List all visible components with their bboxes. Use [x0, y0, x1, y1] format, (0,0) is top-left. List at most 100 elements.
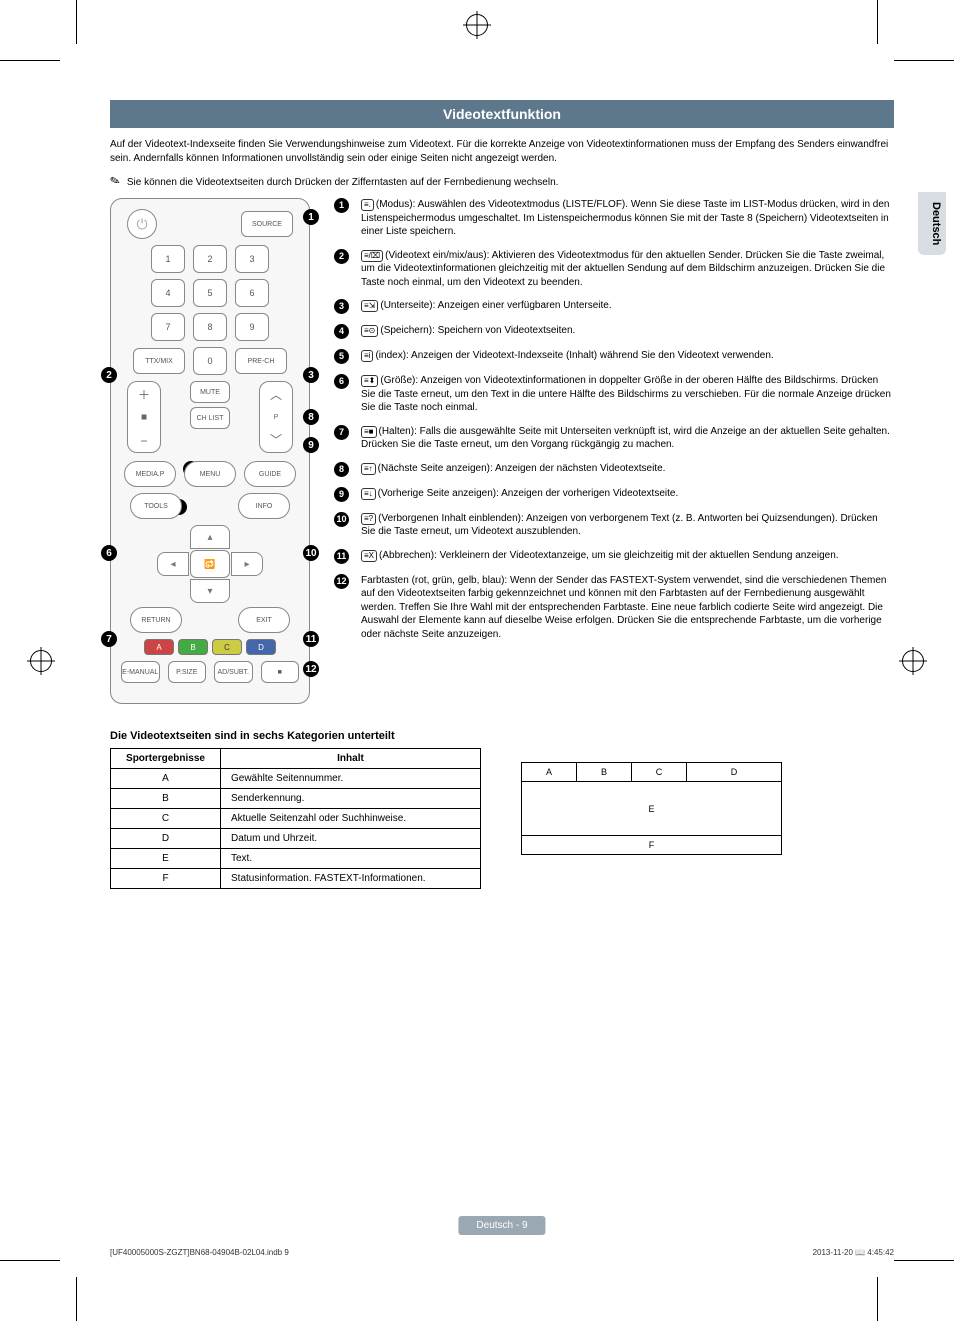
callout-9: 9 [303, 437, 319, 453]
cat-header-1: Sportergebnisse [111, 749, 221, 769]
badge-3: 3 [334, 299, 349, 314]
color-a[interactable]: A [144, 639, 174, 655]
volume-rocker[interactable]: ＋⯀− [127, 381, 161, 453]
remote-diagram: 1 2 3 4 5 6 7 8 9 10 11 12 ⏻ SOURCE 1 2 [110, 198, 310, 704]
key-9[interactable]: 9 [235, 313, 269, 341]
color-d[interactable]: D [246, 639, 276, 655]
key-7[interactable]: 7 [151, 313, 185, 341]
key-2[interactable]: 2 [193, 245, 227, 273]
desc-item: 9≡↓(Vorherige Seite anzeigen): Anzeigen … [334, 487, 894, 502]
callout-11: 11 [303, 631, 319, 647]
media-button[interactable]: MEDIA.P [124, 461, 176, 487]
desc-text: ≡/⌧(Videotext ein/mix/aus): Aktivieren d… [361, 249, 894, 290]
crop-mark [76, 0, 77, 44]
badge-12: 12 [334, 574, 349, 589]
stop-button[interactable]: ■ [261, 661, 300, 683]
badge-9: 9 [334, 487, 349, 502]
desc-item: 7≡■(Halten): Falls die ausgewählte Seite… [334, 425, 894, 452]
desc-item: 2≡/⌧(Videotext ein/mix/aus): Aktivieren … [334, 249, 894, 290]
ttx-icon: ≡⇲ [361, 300, 378, 312]
tools-button[interactable]: TOOLS [130, 493, 182, 519]
badge-10: 10 [334, 512, 349, 527]
badge-1: 1 [334, 198, 349, 213]
desc-item: 8≡↑(Nächste Seite anzeigen): Anzeigen de… [334, 462, 894, 477]
crop-mark [894, 1260, 954, 1261]
desc-text: ≡X(Abbrechen): Verkleinern der Videotext… [361, 549, 839, 564]
callout-6: 6 [101, 545, 117, 561]
note-icon: ✎ [108, 173, 121, 189]
footer-timestamp: 2013-11-20 📖 4:45:42 [813, 1248, 894, 1257]
registration-mark [30, 650, 52, 672]
color-b[interactable]: B [178, 639, 208, 655]
source-button[interactable]: SOURCE [241, 211, 293, 237]
page-footer-pill: Deutsch - 9 [458, 1216, 545, 1235]
layout-a: A [522, 763, 577, 782]
desc-text: ≡⇲(Unterseite): Anzeigen einer verfügbar… [361, 299, 612, 314]
dpad-down[interactable]: ▾ [190, 579, 230, 603]
language-tab: Deutsch [918, 192, 946, 255]
ttx-button[interactable]: TTX/MIX [133, 348, 185, 374]
note-text: Sie können die Videotextseiten durch Drü… [127, 177, 559, 188]
callout-7: 7 [101, 631, 117, 647]
emanual-button[interactable]: E-MANUAL [121, 661, 160, 683]
badge-7: 7 [334, 425, 349, 440]
desc-item: 6≡⬍(Größe): Anzeigen von Videotextinform… [334, 374, 894, 415]
layout-c: C [632, 763, 687, 782]
exit-button[interactable]: EXIT [238, 607, 290, 633]
adsubt-button[interactable]: AD/SUBT. [214, 661, 253, 683]
desc-item: 11 ≡X(Abbrechen): Verkleinern der Videote… [334, 549, 894, 564]
desc-item: 1≡.(Modus): Auswählen des Videotextmodus… [334, 198, 894, 239]
dpad: ▴ ◂ 🔂 ▸ ▾ [145, 525, 275, 603]
menu-button[interactable]: MENU [184, 461, 236, 487]
mute-button[interactable]: MUTE [190, 381, 230, 403]
intro-text: Auf der Videotext-Indexseite finden Sie … [110, 138, 894, 166]
layout-f: F [522, 836, 782, 855]
dpad-up[interactable]: ▴ [190, 525, 230, 549]
callout-2: 2 [101, 367, 117, 383]
key-0[interactable]: 0 [193, 347, 227, 375]
info-button[interactable]: INFO [238, 493, 290, 519]
ttx-icon: ≡i [361, 350, 373, 362]
return-button[interactable]: RETURN [130, 607, 182, 633]
color-c[interactable]: C [212, 639, 242, 655]
ttx-icon: ≡⬍ [361, 375, 378, 387]
key-5[interactable]: 5 [193, 279, 227, 307]
crop-mark [894, 60, 954, 61]
dpad-ok[interactable]: 🔂 [190, 550, 230, 578]
power-button[interactable]: ⏻ [127, 209, 157, 239]
p-label: P [274, 414, 279, 421]
ttx-icon: ≡↓ [361, 488, 376, 500]
section-title: Videotextfunktion [110, 100, 894, 128]
layout-diagram: A B C D E F [521, 762, 782, 855]
dpad-left[interactable]: ◂ [157, 552, 189, 576]
key-3[interactable]: 3 [235, 245, 269, 273]
table-row: FStatusinformation. FASTEXT-Informatione… [111, 869, 481, 889]
channel-rocker[interactable]: ︿P﹀ [259, 381, 293, 453]
table-row: CAktuelle Seitenzahl oder Suchhinweise. [111, 809, 481, 829]
chlist-button[interactable]: CH LIST [190, 407, 230, 429]
table-row: EText. [111, 849, 481, 869]
callout-10: 10 [303, 545, 319, 561]
layout-d: D [687, 763, 782, 782]
badge-11: 11 [334, 549, 349, 564]
key-6[interactable]: 6 [235, 279, 269, 307]
key-4[interactable]: 4 [151, 279, 185, 307]
desc-item: 3 ≡⇲(Unterseite): Anzeigen einer verfügba… [334, 299, 894, 314]
desc-text: ≡i(index): Anzeigen der Videotext-Indexs… [361, 349, 774, 364]
layout-e: E [522, 782, 782, 836]
prech-button[interactable]: PRE-CH [235, 348, 287, 374]
badge-6: 6 [334, 374, 349, 389]
desc-text: Farbtasten (rot, grün, gelb, blau): Wenn… [361, 574, 894, 642]
guide-button[interactable]: GUIDE [244, 461, 296, 487]
psize-button[interactable]: P.SIZE [168, 661, 207, 683]
callout-3: 3 [303, 367, 319, 383]
dpad-right[interactable]: ▸ [231, 552, 263, 576]
categories-table: Sportergebnisse Inhalt AGewählte Seitenn… [110, 748, 481, 889]
desc-text: ≡?(Verborgenen Inhalt einblenden): Anzei… [361, 512, 894, 539]
table-row: AGewählte Seitennummer. [111, 769, 481, 789]
key-8[interactable]: 8 [193, 313, 227, 341]
desc-item: 5≡i(index): Anzeigen der Videotext-Index… [334, 349, 894, 364]
callout-8: 8 [303, 409, 319, 425]
key-1[interactable]: 1 [151, 245, 185, 273]
callout-12: 12 [303, 661, 319, 677]
